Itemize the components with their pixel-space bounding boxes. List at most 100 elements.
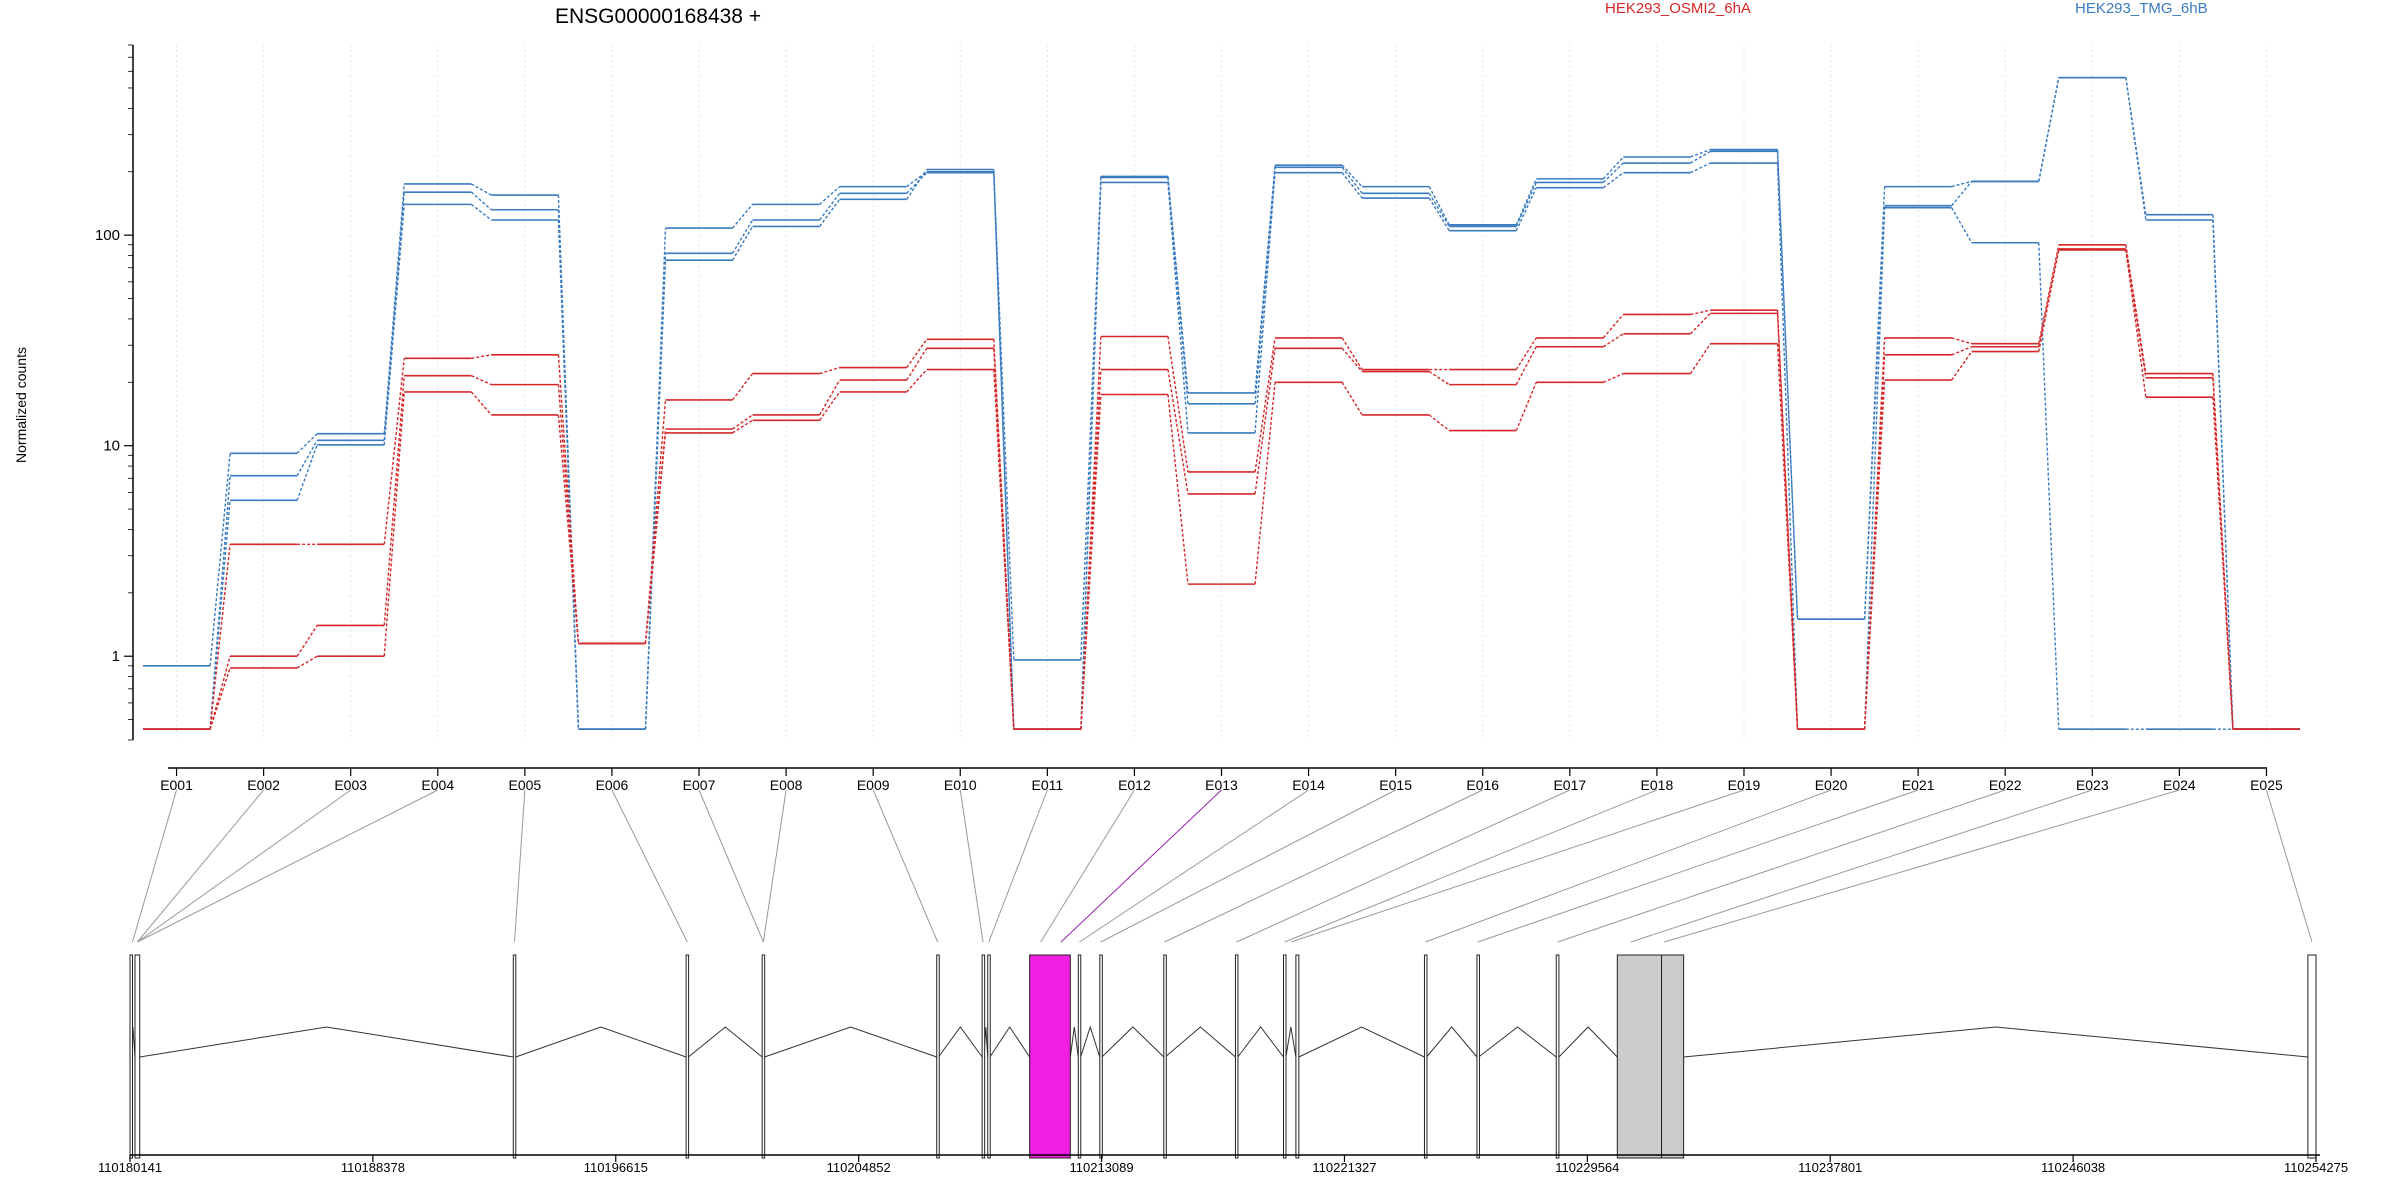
exon-connector-E005 xyxy=(513,789,526,943)
coord-tick-label: 110204852 xyxy=(827,1160,891,1175)
series-connector xyxy=(557,219,580,730)
series-connector xyxy=(1515,346,1537,385)
series-connector xyxy=(1167,182,1189,433)
series-connector xyxy=(993,369,1015,730)
series-connector xyxy=(1776,151,1799,620)
series-connector xyxy=(1428,370,1450,386)
series-connector xyxy=(993,169,1015,730)
coord-tick-label: 110246038 xyxy=(2041,1160,2105,1175)
series-connector xyxy=(296,433,318,454)
series-connector xyxy=(1254,382,1276,585)
series-connector xyxy=(732,414,753,430)
series-connector xyxy=(2212,219,2234,730)
x-axis-ticks: E001 E002 E003 E004 E005 E006 E007 E008 E009 E010… xyxy=(160,768,2283,793)
series-connector xyxy=(296,625,318,657)
exon-box xyxy=(1295,954,1300,1159)
series-connector xyxy=(2212,397,2234,730)
series-connector xyxy=(819,186,841,205)
legend-item-osmi2: HEK293_OSMI2_6hA xyxy=(1605,0,1751,17)
y-tick-label: 100 xyxy=(95,227,120,244)
coord-tick-label: 110213089 xyxy=(1069,1160,1133,1175)
series-connector xyxy=(1690,148,1711,158)
exon-box xyxy=(134,954,141,1159)
series-connector xyxy=(732,419,753,434)
intron-layer xyxy=(130,1025,2308,1058)
series-connector xyxy=(1690,162,1711,174)
series-connector xyxy=(209,667,231,730)
exon-connector-E007 xyxy=(698,789,764,943)
exon-connector-E010 xyxy=(959,789,984,943)
series-connector xyxy=(1080,182,1102,730)
coord-tick-label: 110254275 xyxy=(2284,1160,2348,1175)
x-tick-label: E016 xyxy=(1466,777,1499,793)
series-connector xyxy=(906,347,928,381)
series-connector xyxy=(731,219,754,254)
series-connector xyxy=(1951,346,1972,356)
series-connector xyxy=(1951,180,1972,188)
series-connector xyxy=(1341,381,1363,416)
exon-box xyxy=(1099,954,1103,1159)
exon-connector-E011 xyxy=(988,789,1048,943)
intron-line xyxy=(764,1026,937,1058)
exon-connector-E001 xyxy=(132,789,178,943)
intron-line xyxy=(1298,1026,1425,1058)
exon-connector-E022 xyxy=(1557,789,2006,943)
exon-box xyxy=(1163,954,1167,1159)
series-connector xyxy=(1428,186,1450,226)
x-tick-label: E025 xyxy=(2250,777,2283,793)
series-connector xyxy=(731,226,754,261)
series-connector xyxy=(1689,343,1712,374)
y-axis-ticks: 1 10 100 xyxy=(95,44,133,741)
series-connector xyxy=(1515,178,1537,226)
x-tick-label: E022 xyxy=(1989,777,2022,793)
series-connector xyxy=(1951,337,1972,345)
exon-connector-E014 xyxy=(1079,789,1309,943)
series-connector xyxy=(383,391,405,657)
series-connector xyxy=(644,260,667,730)
series-connector xyxy=(906,169,928,200)
series-connector xyxy=(732,373,754,401)
series-connector xyxy=(819,198,841,227)
x-tick-label: E011 xyxy=(1032,777,1064,793)
series-connector xyxy=(1776,343,1799,730)
series-connector xyxy=(1167,394,1189,585)
intron-line xyxy=(1080,1025,1101,1058)
intron-line xyxy=(1285,1026,1297,1058)
series-connector xyxy=(906,338,928,368)
exon-box xyxy=(1077,954,1082,1159)
x-tick-label: E024 xyxy=(2163,777,2196,793)
exon-connector-E017 xyxy=(1236,789,1571,943)
intron-line xyxy=(515,1026,687,1058)
coord-tick-label: 110196615 xyxy=(584,1160,648,1175)
series-connector xyxy=(1254,167,1276,404)
series-connector xyxy=(906,172,928,194)
series-connector xyxy=(1863,205,1886,620)
series-connector xyxy=(1341,337,1363,370)
series-connector xyxy=(557,414,580,644)
intron-line xyxy=(1426,1026,1478,1058)
series-connector xyxy=(1776,163,1799,730)
exon-connector-E025 xyxy=(2265,789,2313,943)
exon-connector-E006 xyxy=(611,789,688,943)
exon-connector-E019 xyxy=(1291,789,1745,943)
series-connector xyxy=(383,358,405,545)
series-connector xyxy=(296,655,318,669)
series-connector xyxy=(1951,180,1973,207)
series-connector xyxy=(209,453,231,666)
series-connector xyxy=(296,444,318,501)
coord-tick-label: 110180141 xyxy=(98,1160,162,1175)
exon-layer xyxy=(129,954,2317,1159)
series-connector xyxy=(1167,369,1189,495)
series-connector xyxy=(993,348,1015,730)
series-connector xyxy=(1776,149,1799,620)
intron-line xyxy=(1478,1026,1557,1058)
series-connector xyxy=(470,191,492,211)
series-connector xyxy=(470,203,492,221)
series-connector xyxy=(2038,249,2060,352)
series-connector xyxy=(1167,336,1189,473)
x-tick-label: E017 xyxy=(1553,777,1586,793)
series-connector xyxy=(2125,249,2147,398)
series-connector xyxy=(1254,348,1276,495)
exon-box xyxy=(936,954,940,1159)
series-connector xyxy=(383,375,405,626)
